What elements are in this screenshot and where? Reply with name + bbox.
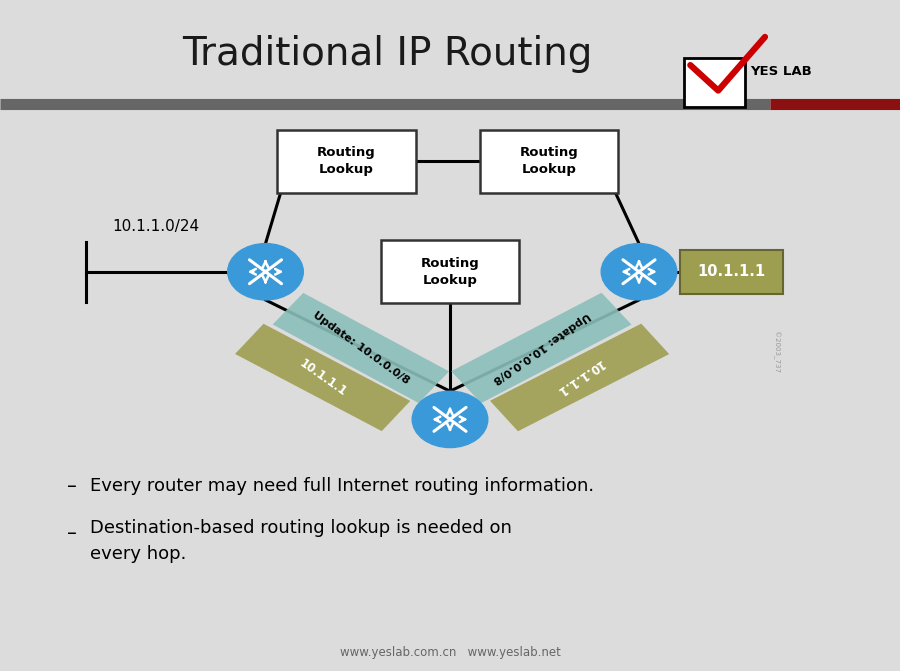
FancyBboxPatch shape <box>680 250 783 294</box>
FancyBboxPatch shape <box>381 240 519 303</box>
Text: Destination-based routing lookup is needed on: Destination-based routing lookup is need… <box>90 519 512 537</box>
Text: Routing
Lookup: Routing Lookup <box>519 146 579 176</box>
Text: Routing
Lookup: Routing Lookup <box>420 257 480 287</box>
Circle shape <box>601 244 677 300</box>
Text: 10.1.1.1: 10.1.1.1 <box>698 264 765 279</box>
Polygon shape <box>490 323 670 431</box>
Circle shape <box>412 391 488 448</box>
Polygon shape <box>451 293 632 403</box>
Text: Update: 10.0.0.0/8: Update: 10.0.0.0/8 <box>310 310 411 386</box>
Text: –: – <box>68 477 77 496</box>
Text: Traditional IP Routing: Traditional IP Routing <box>182 35 592 72</box>
Text: Update: 10.0.0.0/8: Update: 10.0.0.0/8 <box>491 311 592 385</box>
Circle shape <box>228 244 303 300</box>
Polygon shape <box>273 293 449 403</box>
Text: Routing
Lookup: Routing Lookup <box>317 146 376 176</box>
Text: YES LAB: YES LAB <box>750 65 812 79</box>
Text: –: – <box>68 524 77 543</box>
Text: every hop.: every hop. <box>90 545 186 562</box>
Text: www.yeslab.com.cn   www.yeslab.net: www.yeslab.com.cn www.yeslab.net <box>339 646 561 659</box>
FancyBboxPatch shape <box>277 130 416 193</box>
Polygon shape <box>235 324 410 431</box>
Text: 10.1.1.0/24: 10.1.1.0/24 <box>112 219 200 234</box>
Text: ©2003_737: ©2003_737 <box>772 331 779 373</box>
Text: 10.1.1.1: 10.1.1.1 <box>554 357 606 398</box>
Text: Every router may need full Internet routing information.: Every router may need full Internet rout… <box>90 478 594 495</box>
Text: 10.1.1.1: 10.1.1.1 <box>297 356 348 399</box>
FancyBboxPatch shape <box>480 130 618 193</box>
FancyBboxPatch shape <box>684 58 745 107</box>
